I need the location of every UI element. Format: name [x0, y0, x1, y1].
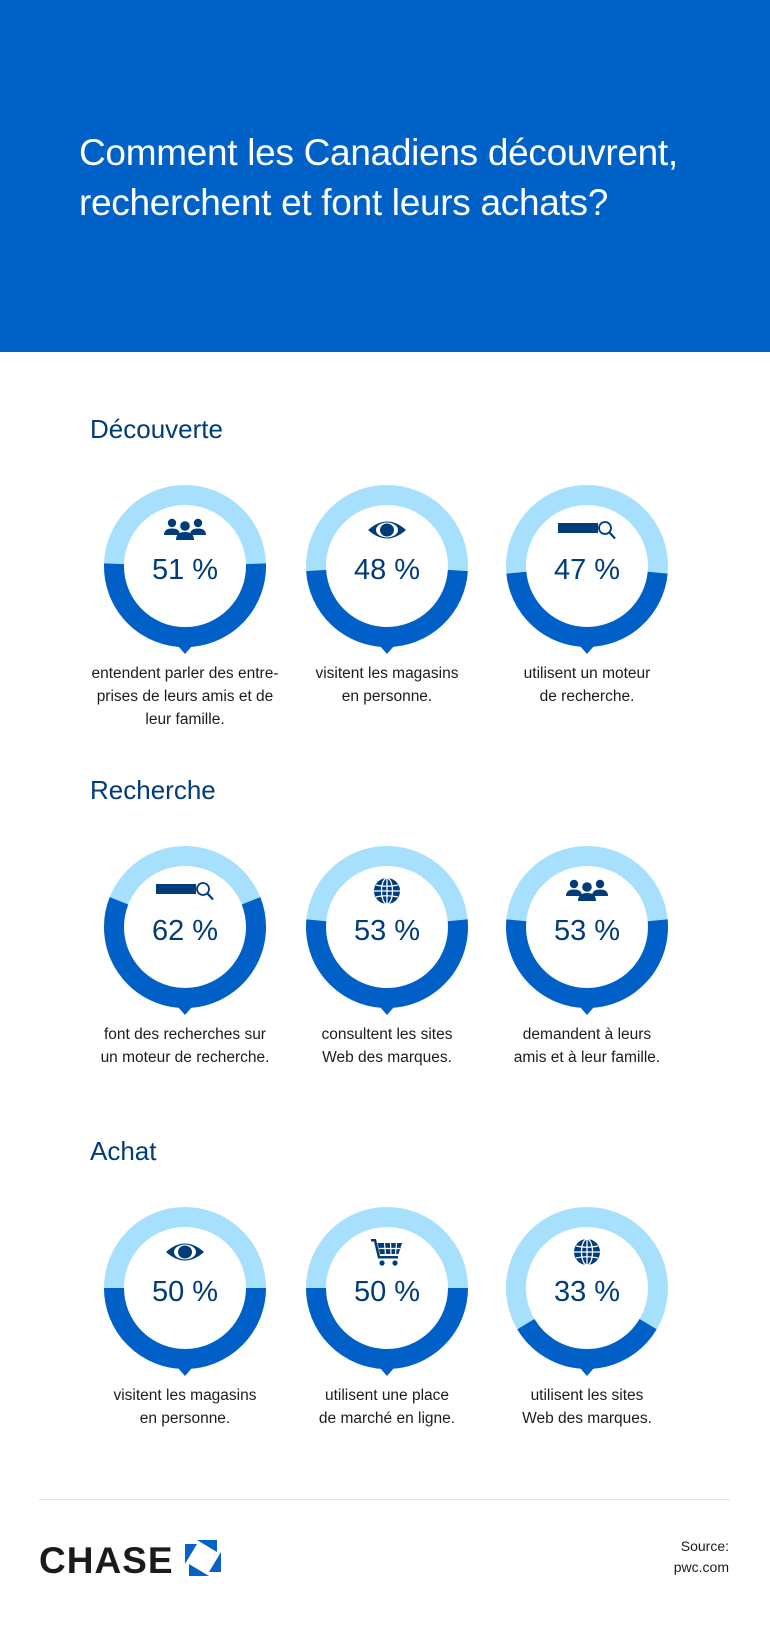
- people-icon: [505, 875, 669, 907]
- stat-caption: visitent les magasins en personne.: [83, 1384, 287, 1430]
- page-title-line-1: Comment les Canadiens découvrent,: [79, 132, 678, 173]
- caption-line: utilisent une place: [324, 1387, 450, 1404]
- caption-line: visitent les magasins: [315, 665, 459, 682]
- stat-value: 51 %: [151, 554, 219, 586]
- caption-line: consultent les sites: [321, 1026, 453, 1043]
- globe-icon: [305, 875, 469, 907]
- stat-caption: font des recherches sur un moteur de rec…: [83, 1023, 287, 1069]
- header-banner: Comment les Canadiens découvrent, recher…: [0, 0, 770, 352]
- stat-caption: visitent les magasins en personne.: [285, 662, 489, 708]
- stat-caption: utilisent une place de marché en ligne.: [285, 1384, 489, 1430]
- donut-chart: [103, 484, 267, 656]
- chase-octagon-logo-icon: [184, 1539, 222, 1582]
- caption-line: Web des marques.: [322, 1049, 452, 1066]
- donut-chart: [305, 484, 469, 656]
- donut-chart: [305, 845, 469, 1017]
- caption-line: prises de leurs amis et de: [96, 688, 274, 705]
- stat-value: 33 %: [553, 1276, 621, 1308]
- caption-line: utilisent les sites: [530, 1387, 644, 1404]
- stat-caption: entendent parler des entre- prises de le…: [83, 662, 287, 731]
- brand-name: CHASE: [39, 1539, 174, 1581]
- stat-caption: consultent les sites Web des marques.: [285, 1023, 489, 1069]
- caption-line: visitent les magasins: [113, 1387, 257, 1404]
- caption-line: Web des marques.: [522, 1410, 652, 1427]
- stat-value: 50 %: [151, 1276, 219, 1308]
- caption-line: leur famille.: [145, 711, 225, 728]
- stat-value: 50 %: [353, 1276, 421, 1308]
- globe-icon: [505, 1236, 669, 1268]
- stat-caption: utilisent les sites Web des marques.: [485, 1384, 689, 1430]
- chase-brand: CHASE: [39, 1539, 222, 1582]
- donut-chart: [305, 1206, 469, 1378]
- caption-line: en personne.: [341, 688, 433, 705]
- section-title-achat: Achat: [90, 1136, 157, 1166]
- stat-caption: demandent à leurs amis et à leur famille…: [485, 1023, 689, 1069]
- caption-line: amis et à leur famille.: [513, 1049, 661, 1066]
- stat-value: 47 %: [553, 554, 621, 586]
- page-title-line-2: recherchent et font leurs achats?: [79, 182, 608, 223]
- donut-chart: [103, 845, 267, 1017]
- source-note: Source: pwc.com: [674, 1536, 729, 1578]
- stat-caption: utilisent un moteur de recherche.: [485, 662, 689, 708]
- donut-chart: [505, 845, 669, 1017]
- stat-value: 48 %: [353, 554, 421, 586]
- page-title: Comment les Canadiens découvrent, recher…: [79, 128, 719, 228]
- caption-line: de marché en ligne.: [318, 1410, 456, 1427]
- people-icon: [103, 514, 267, 546]
- donut-chart: [505, 1206, 669, 1378]
- search-bar-icon: [505, 514, 669, 546]
- caption-line: entendent parler des entre-: [91, 665, 279, 682]
- eye-icon: [103, 1236, 267, 1268]
- cart-icon: [305, 1236, 469, 1268]
- caption-line: un moteur de recherche.: [100, 1049, 270, 1066]
- caption-line: demandent à leurs: [522, 1026, 652, 1043]
- source-link: pwc.com: [673, 1559, 729, 1575]
- donut-chart: [505, 484, 669, 656]
- stat-value: 53 %: [353, 915, 421, 947]
- search-bar-icon: [103, 875, 267, 907]
- donut-chart: [103, 1206, 267, 1378]
- eye-icon: [305, 514, 469, 546]
- caption-line: en personne.: [139, 1410, 231, 1427]
- section-title-decouverte: Découverte: [90, 414, 223, 444]
- caption-line: font des recherches sur: [104, 1026, 266, 1043]
- section-title-recherche: Recherche: [90, 775, 216, 805]
- caption-line: de recherche.: [539, 688, 635, 705]
- stat-value: 62 %: [151, 915, 219, 947]
- caption-line: utilisent un moteur: [523, 665, 651, 682]
- footer-divider: [39, 1499, 730, 1500]
- source-label: Source:: [680, 1538, 729, 1554]
- stat-value: 53 %: [553, 915, 621, 947]
